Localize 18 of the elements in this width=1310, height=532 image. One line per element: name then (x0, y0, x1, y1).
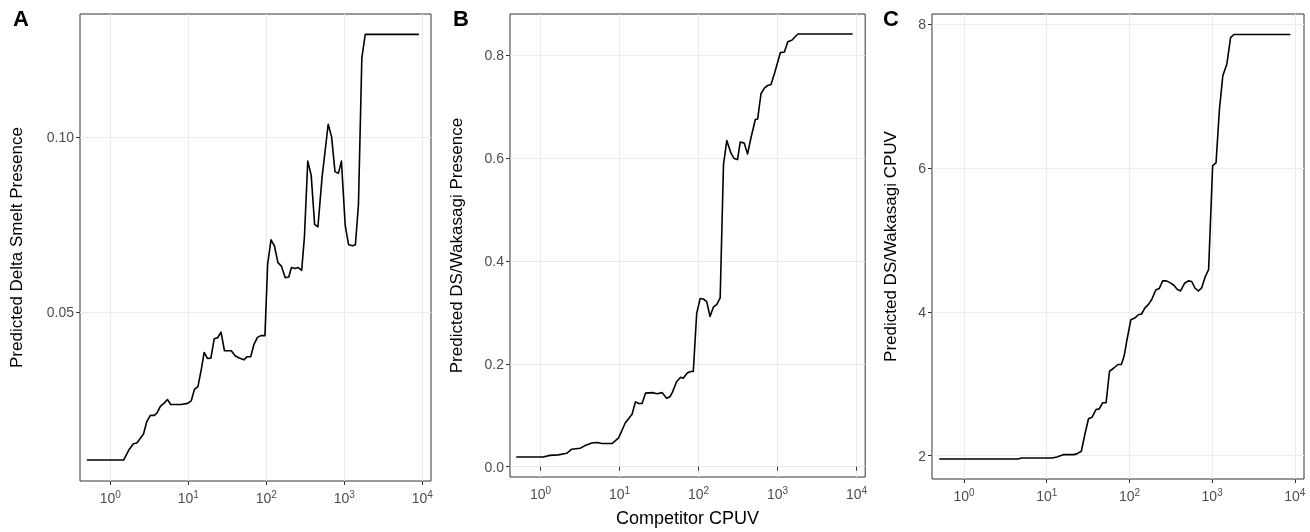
y-tick-label: 4 (918, 303, 927, 320)
chart-title: B (453, 5, 469, 31)
y-tick-label: 0.05 (46, 304, 75, 321)
y-tick-label: 6 (918, 159, 927, 176)
chart-title: A (13, 5, 29, 31)
y-tick-label: 0.4 (484, 252, 505, 269)
x-axis-title: Competitor CPUV (616, 508, 760, 528)
y-tick-label: 2 (918, 447, 927, 464)
chart-title: C (883, 5, 899, 31)
y-axis-title: Predicted Delta Smelt Presence (7, 127, 26, 368)
y-tick-label: 0.2 (484, 355, 505, 372)
y-tick-label: 0.0 (484, 458, 505, 475)
y-tick-label: 0.6 (484, 150, 505, 167)
y-tick-label: 0.8 (484, 47, 505, 64)
y-axis-title: Predicted DS/Wakasagi Presence (447, 117, 466, 374)
y-axis-title: Predicted DS/Wakasagi CPUV (881, 130, 900, 362)
y-tick-label: 8 (918, 16, 927, 33)
y-tick-label: 0.10 (46, 128, 75, 145)
